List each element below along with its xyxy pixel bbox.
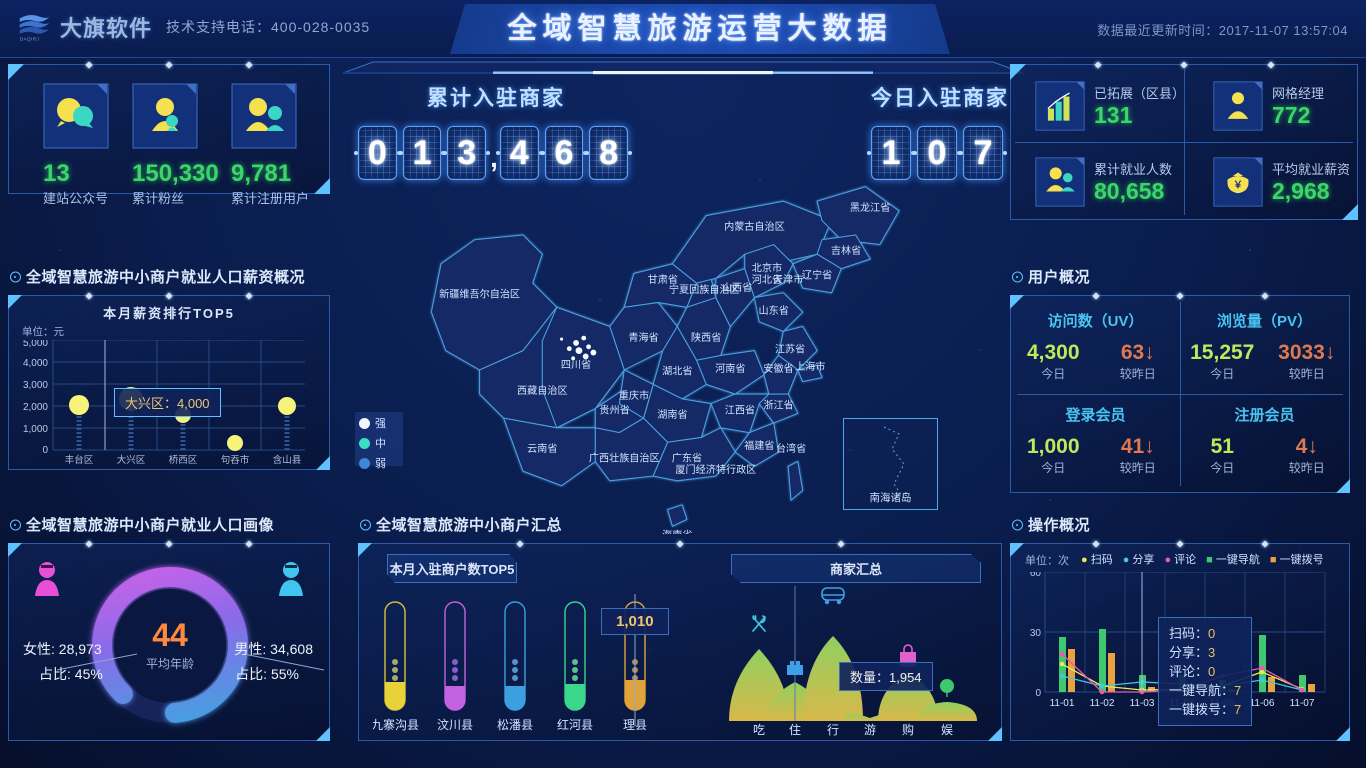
svg-text:句吞市: 句吞市 — [221, 454, 250, 466]
svg-text:西藏自治区: 西藏自治区 — [517, 384, 568, 397]
svg-text:11-06: 11-06 — [1250, 698, 1275, 709]
svg-text:平均年龄: 平均年龄 — [146, 657, 194, 671]
svg-text:44: 44 — [152, 617, 188, 653]
svg-text:DAQIRJ: DAQIRJ — [20, 37, 40, 42]
svg-text:贵州省: 贵州省 — [599, 403, 629, 416]
svg-text:安徽省: 安徽省 — [763, 362, 793, 375]
svg-text:青海省: 青海省 — [628, 331, 658, 344]
svg-text:￥: ￥ — [1233, 180, 1242, 191]
svg-text:3,000: 3,000 — [23, 380, 48, 391]
svg-text:住: 住 — [789, 723, 801, 736]
svg-text:辽宁省: 辽宁省 — [802, 268, 832, 281]
svg-text:5,000: 5,000 — [23, 340, 48, 349]
svg-text:江西省: 江西省 — [725, 403, 755, 416]
svg-text:云南省: 云南省 — [527, 442, 557, 455]
svg-text:吉林省: 吉林省 — [831, 244, 861, 257]
svg-text:理县: 理县 — [623, 718, 647, 732]
svg-text:新疆维吾尔自治区: 新疆维吾尔自治区 — [439, 288, 520, 301]
svg-text:湖北省: 湖北省 — [662, 365, 692, 378]
svg-text:福建省: 福建省 — [744, 439, 774, 452]
svg-text:厦门经济特行政区: 厦门经济特行政区 — [675, 463, 756, 476]
svg-text:大兴区: 大兴区 — [117, 454, 146, 466]
svg-text:11-01: 11-01 — [1050, 698, 1075, 709]
svg-text:江苏省: 江苏省 — [775, 343, 805, 356]
svg-text:11-03: 11-03 — [1130, 698, 1155, 709]
svg-text:广东省: 广东省 — [672, 452, 702, 465]
svg-text:11-02: 11-02 — [1090, 698, 1115, 709]
svg-text:松潘县: 松潘县 — [497, 718, 533, 732]
svg-text:黑龙江省: 黑龙江省 — [850, 201, 890, 214]
svg-text:0: 0 — [42, 445, 48, 456]
svg-text:上海市: 上海市 — [795, 360, 825, 373]
svg-text:陕西省: 陕西省 — [691, 331, 721, 344]
svg-text:台湾省: 台湾省 — [776, 442, 806, 455]
svg-text:浙江省: 浙江省 — [763, 399, 793, 412]
svg-text:30: 30 — [1030, 628, 1042, 639]
svg-text:四川省: 四川省 — [561, 358, 591, 371]
svg-text:丰台区: 丰台区 — [65, 454, 94, 466]
svg-text:红河县: 红河县 — [557, 717, 593, 732]
svg-text:购: 购 — [902, 722, 914, 736]
svg-text:汶川县: 汶川县 — [437, 717, 473, 732]
svg-text:北京市: 北京市 — [752, 262, 782, 275]
svg-text:1,000: 1,000 — [23, 424, 48, 435]
svg-text:广西壮族自治区: 广西壮族自治区 — [589, 452, 660, 465]
svg-text:吃: 吃 — [753, 723, 765, 736]
svg-text:11-07: 11-07 — [1290, 698, 1315, 709]
svg-text:内蒙古自治区: 内蒙古自治区 — [724, 220, 785, 233]
svg-text:含山县: 含山县 — [273, 454, 302, 466]
svg-text:九寨沟县: 九寨沟县 — [373, 717, 419, 732]
svg-text:湖南省: 湖南省 — [657, 408, 687, 421]
svg-text:0: 0 — [1035, 688, 1041, 699]
svg-text:娱: 娱 — [941, 723, 953, 736]
svg-text:重庆市: 重庆市 — [619, 389, 649, 402]
svg-text:游: 游 — [864, 723, 876, 736]
svg-text:山西省: 山西省 — [722, 281, 752, 294]
svg-text:河南省: 河南省 — [715, 362, 745, 375]
svg-text:天津市: 天津市 — [773, 273, 803, 286]
svg-text:2,000: 2,000 — [23, 402, 48, 413]
svg-text:行: 行 — [827, 723, 839, 736]
svg-text:山东省: 山东省 — [759, 304, 789, 317]
svg-text:4,000: 4,000 — [23, 358, 48, 369]
svg-text:桥西区: 桥西区 — [169, 454, 198, 466]
svg-text:60: 60 — [1030, 572, 1042, 579]
